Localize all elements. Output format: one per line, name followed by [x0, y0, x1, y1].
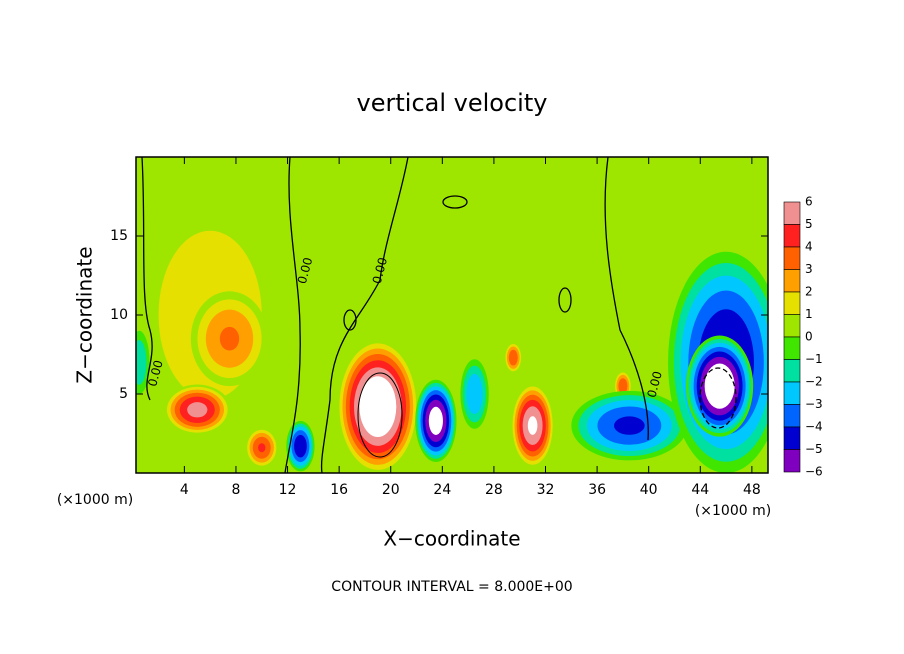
contour-label: 0.00 [145, 359, 165, 388]
field-cell [614, 416, 645, 435]
y-axis-label: Z−coordinate [73, 246, 97, 383]
contour-line [141, 157, 153, 401]
colorbar-box [783, 404, 801, 428]
colorbar-label: −5 [805, 442, 823, 456]
colorbar-label: 5 [805, 217, 813, 231]
chart-title: vertical velocity [357, 89, 548, 117]
x-tick-label: 48 [743, 482, 761, 498]
field-cell [219, 326, 240, 351]
field-cell [428, 406, 443, 435]
contour-line [604, 157, 649, 441]
colorbar-box [783, 449, 801, 473]
colorbar-label: −3 [805, 397, 823, 411]
field-cell [294, 434, 307, 458]
field [136, 157, 768, 473]
x-tick-label: 28 [485, 482, 503, 498]
x-tick-label: 16 [330, 482, 348, 498]
x-tick-label: 36 [588, 482, 606, 498]
y-tick-label: 5 [119, 386, 128, 402]
x-unit-label: (×1000 m) [695, 503, 771, 519]
contour-line [442, 195, 468, 209]
contour-line [357, 372, 403, 458]
x-tick-label: 40 [640, 482, 658, 498]
contour-line [699, 367, 737, 429]
x-tick-label: 4 [180, 482, 189, 498]
colorbar-box [783, 246, 801, 270]
colorbar-box [783, 426, 801, 450]
field-cell [136, 340, 147, 385]
x-axis-label: X−coordinate [383, 527, 520, 551]
colorbar-label: 2 [805, 285, 813, 299]
x-tick-label: 32 [537, 482, 555, 498]
x-tick-label: 8 [231, 482, 240, 498]
colorbar-label: 6 [805, 195, 813, 209]
colorbar-label: 4 [805, 240, 813, 254]
contour-label: 0.00 [370, 256, 390, 285]
colorbar-box [783, 269, 801, 293]
colorbar-label: −2 [805, 375, 823, 389]
contour-label: 0.00 [295, 256, 315, 285]
y-tick-label: 10 [110, 307, 128, 323]
field-cell [258, 443, 266, 453]
colorbar-label: 1 [805, 307, 813, 321]
colorbar-box [783, 381, 801, 405]
footer: CONTOUR INTERVAL = 8.000E+00 [331, 579, 572, 595]
contour-line [284, 157, 301, 473]
x-tick-label: 20 [382, 482, 400, 498]
colorbar-box [783, 336, 801, 360]
x-tick-label: 24 [433, 482, 451, 498]
contour-line [343, 309, 357, 331]
field-cell [187, 402, 208, 418]
contour-line [558, 287, 572, 313]
x-tick-label: 12 [279, 482, 297, 498]
colorbar-box [783, 201, 801, 225]
colorbar-box [783, 359, 801, 383]
field-cell [618, 378, 628, 394]
colorbar-label: 3 [805, 262, 813, 276]
y-tick-label: 15 [110, 228, 128, 244]
colorbar-box [783, 314, 801, 338]
colorbar-label: −6 [805, 465, 823, 479]
field-cell [710, 373, 729, 400]
field-cell [527, 416, 538, 435]
contour-label: 0.00 [644, 370, 664, 399]
colorbar-label: 0 [805, 330, 813, 344]
x-tick-label: 44 [691, 482, 709, 498]
field-cell [466, 373, 483, 415]
colorbar-box [783, 224, 801, 248]
x-unit-label: (×1000 m) [57, 492, 133, 508]
colorbar-label: −4 [805, 420, 823, 434]
field-cell [367, 389, 389, 425]
colorbar-label: −1 [805, 352, 823, 366]
zero-contours [141, 157, 737, 473]
field-cell [508, 349, 518, 366]
colorbar-box [783, 291, 801, 315]
